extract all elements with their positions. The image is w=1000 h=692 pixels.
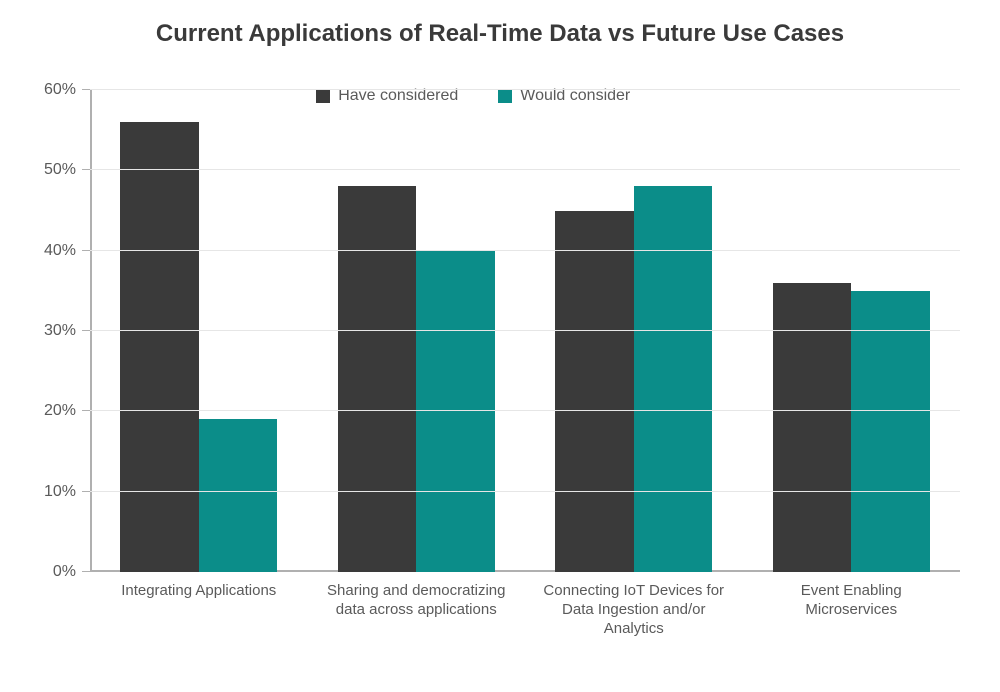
grid-line xyxy=(90,169,960,170)
bar-have xyxy=(555,211,633,573)
x-axis-label: Sharing and democratizing data across ap… xyxy=(321,572,512,620)
y-axis-label: 40% xyxy=(44,242,90,260)
grid-line xyxy=(90,491,960,492)
bar-group: Integrating Applications xyxy=(90,90,308,572)
grid-line xyxy=(90,330,960,331)
plot-area: Integrating ApplicationsSharing and demo… xyxy=(90,90,960,572)
bar-group: Event Enabling Microservices xyxy=(743,90,961,572)
x-axis-label: Event Enabling Microservices xyxy=(756,572,947,620)
legend-swatch xyxy=(498,89,512,103)
chart-title: Current Applications of Real-Time Data v… xyxy=(0,0,1000,48)
bar-group: Connecting IoT Devices for Data Ingestio… xyxy=(525,90,743,572)
bar-would xyxy=(851,291,929,572)
bar-have xyxy=(773,283,851,572)
grid-line xyxy=(90,410,960,411)
x-axis-label: Connecting IoT Devices for Data Ingestio… xyxy=(538,572,729,638)
chart-container: Current Applications of Real-Time Data v… xyxy=(0,0,1000,692)
x-axis-label: Integrating Applications xyxy=(103,572,294,601)
y-axis-label: 10% xyxy=(44,483,90,501)
bar-would xyxy=(199,419,277,572)
y-axis-label: 0% xyxy=(53,563,90,581)
y-axis-label: 60% xyxy=(44,81,90,99)
legend-swatch xyxy=(316,89,330,103)
bar-have xyxy=(120,122,198,572)
bars-layer: Integrating ApplicationsSharing and demo… xyxy=(90,90,960,572)
y-axis-label: 30% xyxy=(44,322,90,340)
grid-line xyxy=(90,250,960,251)
y-axis-label: 50% xyxy=(44,161,90,179)
bar-would xyxy=(634,186,712,572)
bar-group: Sharing and democratizing data across ap… xyxy=(308,90,526,572)
grid-line xyxy=(90,89,960,90)
bar-have xyxy=(338,186,416,572)
y-axis-label: 20% xyxy=(44,402,90,420)
